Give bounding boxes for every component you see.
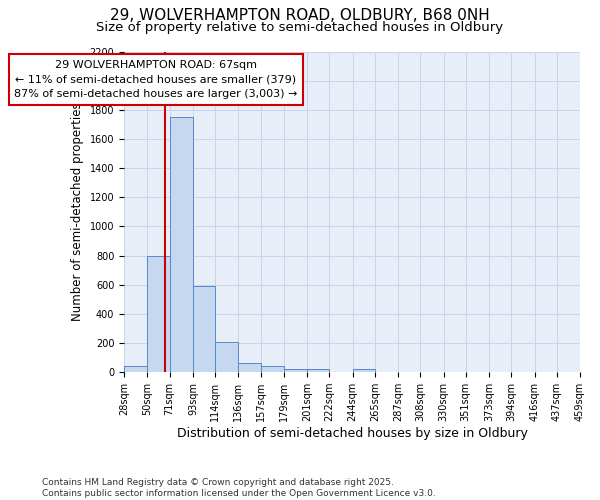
Bar bbox=[170, 117, 193, 372]
Bar bbox=[193, 286, 215, 372]
Bar bbox=[148, 256, 170, 372]
Text: Contains HM Land Registry data © Crown copyright and database right 2025.
Contai: Contains HM Land Registry data © Crown c… bbox=[42, 478, 436, 498]
X-axis label: Distribution of semi-detached houses by size in Oldbury: Distribution of semi-detached houses by … bbox=[176, 427, 527, 440]
Text: Size of property relative to semi-detached houses in Oldbury: Size of property relative to semi-detach… bbox=[97, 21, 503, 34]
Text: 29 WOLVERHAMPTON ROAD: 67sqm
← 11% of semi-detached houses are smaller (379)
87%: 29 WOLVERHAMPTON ROAD: 67sqm ← 11% of se… bbox=[14, 60, 298, 99]
Bar bbox=[124, 366, 148, 372]
Bar bbox=[353, 370, 375, 372]
Bar bbox=[215, 342, 238, 372]
Bar bbox=[238, 364, 260, 372]
Text: 29, WOLVERHAMPTON ROAD, OLDBURY, B68 0NH: 29, WOLVERHAMPTON ROAD, OLDBURY, B68 0NH bbox=[110, 8, 490, 22]
Bar bbox=[260, 366, 284, 372]
Bar bbox=[307, 370, 329, 372]
Bar bbox=[284, 370, 307, 372]
Y-axis label: Number of semi-detached properties: Number of semi-detached properties bbox=[71, 102, 84, 321]
